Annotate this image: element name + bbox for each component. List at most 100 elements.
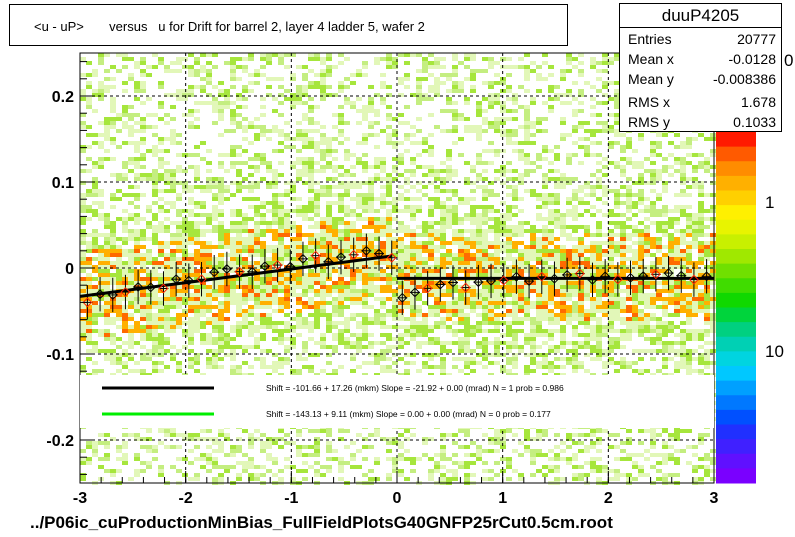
heatmap-cell — [332, 233, 338, 237]
heatmap-cell — [608, 141, 614, 145]
heatmap-cell — [290, 77, 296, 81]
heatmap-cell — [512, 225, 518, 229]
heatmap-cell — [554, 245, 560, 249]
heatmap-cell — [278, 133, 284, 137]
heatmap-cell — [446, 289, 452, 293]
heatmap-cell — [470, 289, 476, 293]
heatmap-cell — [518, 221, 524, 225]
heatmap-cell — [230, 265, 236, 269]
heatmap-cell — [236, 369, 242, 373]
heatmap-cell — [188, 85, 194, 89]
heatmap-cell — [86, 249, 92, 253]
heatmap-cell — [98, 189, 104, 193]
heatmap-cell — [410, 273, 416, 277]
heatmap-cell — [326, 361, 332, 365]
heatmap-cell — [266, 289, 272, 293]
heatmap-cell — [392, 281, 398, 285]
heatmap-cell — [578, 237, 584, 241]
heatmap-cell — [554, 181, 560, 185]
heatmap-cell — [170, 169, 176, 173]
heatmap-cell — [554, 93, 560, 97]
heatmap-cell — [392, 465, 398, 469]
heatmap-cell — [452, 241, 458, 245]
heatmap-cell — [152, 125, 158, 129]
heatmap-cell — [602, 165, 608, 169]
heatmap-cell — [470, 333, 476, 337]
heatmap-cell — [164, 341, 170, 345]
heatmap-cell — [458, 81, 464, 85]
heatmap-cell — [176, 169, 182, 173]
heatmap-cell — [536, 253, 542, 257]
heatmap-cell — [296, 325, 302, 329]
heatmap-cell — [506, 249, 512, 253]
heatmap-cell — [380, 297, 386, 301]
heatmap-cell — [218, 89, 224, 93]
heatmap-cell — [404, 325, 410, 329]
heatmap-cell — [80, 125, 86, 129]
heatmap-cell — [212, 185, 218, 189]
heatmap-cell — [212, 53, 218, 57]
heatmap-cell — [596, 333, 602, 337]
heatmap-cell — [152, 329, 158, 333]
heatmap-cell — [356, 213, 362, 217]
heatmap-cell — [206, 249, 212, 253]
heatmap-cell — [524, 141, 530, 145]
heatmap-cell — [212, 213, 218, 217]
heatmap-cell — [188, 273, 194, 277]
heatmap-cell — [188, 225, 194, 229]
heatmap-cell — [110, 229, 116, 233]
heatmap-cell — [542, 273, 548, 277]
heatmap-cell — [578, 101, 584, 105]
heatmap-cell — [554, 281, 560, 285]
heatmap-cell — [578, 341, 584, 345]
heatmap-cell — [116, 353, 122, 357]
heatmap-cell — [134, 213, 140, 217]
heatmap-cell — [404, 297, 410, 301]
heatmap-cell — [146, 465, 152, 469]
heatmap-cell — [206, 333, 212, 337]
heatmap-cell — [326, 57, 332, 61]
heatmap-cell — [608, 61, 614, 65]
heatmap-cell — [434, 81, 440, 85]
heatmap-cell — [218, 473, 224, 477]
heatmap-cell — [248, 365, 254, 369]
heatmap-cell — [230, 225, 236, 229]
heatmap-cell — [218, 321, 224, 325]
heatmap-cell — [236, 173, 242, 177]
heatmap-cell — [344, 337, 350, 341]
heatmap-cell — [416, 273, 422, 277]
heatmap-cell — [284, 89, 290, 93]
heatmap-cell — [590, 141, 596, 145]
heatmap-cell — [80, 277, 86, 281]
heatmap-cell — [470, 69, 476, 73]
heatmap-cell — [254, 241, 260, 245]
heatmap-cell — [566, 177, 572, 181]
heatmap-cell — [608, 57, 614, 61]
heatmap-cell — [602, 121, 608, 125]
heatmap-cell — [464, 325, 470, 329]
heatmap-cell — [338, 185, 344, 189]
heatmap-cell — [608, 253, 614, 257]
heatmap-cell — [146, 125, 152, 129]
heatmap-cell — [92, 257, 98, 261]
heatmap-cell — [128, 169, 134, 173]
heatmap-cell — [392, 57, 398, 61]
heatmap-cell — [182, 181, 188, 185]
heatmap-cell — [110, 173, 116, 177]
heatmap-cell — [590, 213, 596, 217]
heatmap-cell — [518, 453, 524, 457]
heatmap-cell — [110, 273, 116, 277]
heatmap-cell — [326, 65, 332, 69]
heatmap-cell — [398, 317, 404, 321]
heatmap-cell — [608, 237, 614, 241]
heatmap-cell — [386, 141, 392, 145]
heatmap-cell — [488, 193, 494, 197]
heatmap-cell — [440, 221, 446, 225]
heatmap-cell — [272, 169, 278, 173]
heatmap-cell — [398, 345, 404, 349]
heatmap-cell — [566, 321, 572, 325]
heatmap-cell — [236, 65, 242, 69]
heatmap-cell — [242, 185, 248, 189]
heatmap-cell — [194, 253, 200, 257]
heatmap-cell — [92, 185, 98, 189]
